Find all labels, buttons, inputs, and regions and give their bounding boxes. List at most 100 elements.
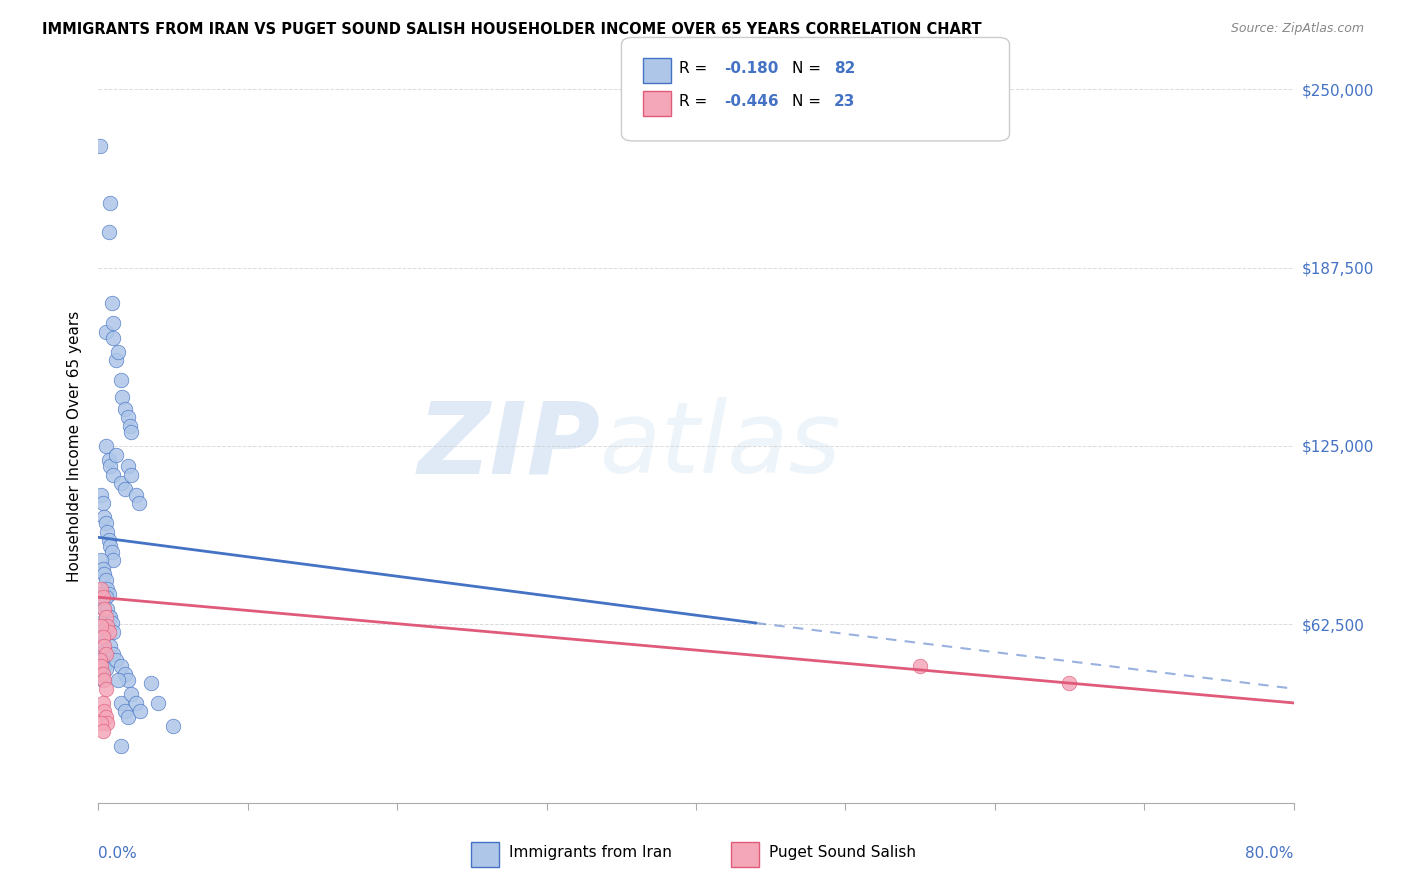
Point: [90, 487, 112, 501]
Point: [90, 615, 112, 630]
Y-axis label: Householder Income Over 65 years: Householder Income Over 65 years: [67, 310, 83, 582]
Text: 23: 23: [834, 95, 855, 109]
Point: [93, 601, 115, 615]
Point: [96, 601, 118, 615]
Text: Puget Sound Salish: Puget Sound Salish: [769, 846, 917, 860]
Point: [93, 567, 115, 582]
Point: [90, 639, 112, 653]
Point: [110, 739, 132, 753]
Point: [101, 615, 124, 630]
Point: [89, 630, 111, 644]
Point: [94, 710, 117, 724]
Point: [94, 591, 117, 605]
Point: [90, 553, 112, 567]
Point: [117, 710, 139, 724]
Point: [120, 467, 142, 482]
Text: ZIP: ZIP: [418, 398, 600, 494]
Point: [103, 330, 125, 344]
Point: [89, 653, 111, 667]
Point: [100, 639, 122, 653]
Point: [97, 453, 120, 467]
Point: [97, 624, 120, 639]
Point: [117, 458, 139, 473]
Point: [94, 648, 117, 662]
Point: [100, 539, 122, 553]
Point: [89, 662, 111, 676]
Point: [89, 648, 111, 662]
Point: [111, 391, 134, 405]
Point: [93, 639, 115, 653]
Point: [105, 653, 128, 667]
Text: N =: N =: [792, 62, 825, 76]
Point: [110, 658, 132, 673]
Text: R =: R =: [679, 62, 713, 76]
Point: [100, 458, 122, 473]
Point: [139, 676, 162, 690]
Text: R =: R =: [679, 95, 713, 109]
Text: Source: ZipAtlas.com: Source: ZipAtlas.com: [1230, 22, 1364, 36]
Point: [148, 696, 170, 710]
Point: [120, 425, 142, 439]
Point: [114, 705, 136, 719]
Point: [90, 667, 112, 681]
Point: [103, 553, 125, 567]
Point: [125, 487, 148, 501]
Point: [97, 225, 120, 239]
Text: IMMIGRANTS FROM IRAN VS PUGET SOUND SALISH HOUSEHOLDER INCOME OVER 65 YEARS CORR: IMMIGRANTS FROM IRAN VS PUGET SOUND SALI…: [42, 22, 981, 37]
Point: [110, 373, 132, 387]
Point: [129, 705, 152, 719]
Point: [114, 482, 136, 496]
Point: [107, 344, 129, 359]
Point: [91, 591, 114, 605]
Point: [100, 610, 122, 624]
Text: 80.0%: 80.0%: [1246, 846, 1294, 861]
Point: [97, 533, 120, 548]
Point: [96, 524, 118, 539]
Point: [110, 696, 132, 710]
Point: [94, 573, 117, 587]
Point: [97, 610, 120, 624]
Text: -0.446: -0.446: [724, 95, 779, 109]
Point: [97, 587, 120, 601]
Point: [93, 705, 115, 719]
Point: [103, 316, 125, 330]
Point: [117, 673, 139, 687]
Text: 0.0%: 0.0%: [98, 846, 138, 861]
Point: [96, 619, 118, 633]
Point: [91, 496, 114, 510]
Point: [91, 667, 114, 681]
Point: [103, 648, 125, 662]
Point: [107, 673, 129, 687]
Point: [101, 544, 124, 558]
Point: [91, 630, 114, 644]
Point: [94, 325, 117, 339]
Point: [128, 496, 150, 510]
Point: [125, 696, 148, 710]
Point: [118, 419, 141, 434]
Point: [91, 639, 114, 653]
Point: [110, 476, 132, 491]
Point: [91, 653, 114, 667]
Text: 82: 82: [834, 62, 855, 76]
Point: [114, 667, 136, 681]
Point: [114, 401, 136, 416]
Point: [91, 673, 114, 687]
Point: [120, 687, 142, 701]
Point: [91, 724, 114, 739]
Point: [1059, 676, 1081, 690]
Text: N =: N =: [792, 95, 825, 109]
Point: [91, 624, 114, 639]
Point: [103, 624, 125, 639]
Point: [100, 196, 122, 211]
Point: [91, 596, 114, 610]
Point: [93, 510, 115, 524]
Point: [94, 610, 117, 624]
Point: [93, 673, 115, 687]
Point: [90, 715, 112, 730]
Point: [90, 658, 112, 673]
Point: [93, 658, 115, 673]
Point: [90, 582, 112, 596]
Point: [117, 410, 139, 425]
Point: [96, 715, 118, 730]
Point: [94, 662, 117, 676]
